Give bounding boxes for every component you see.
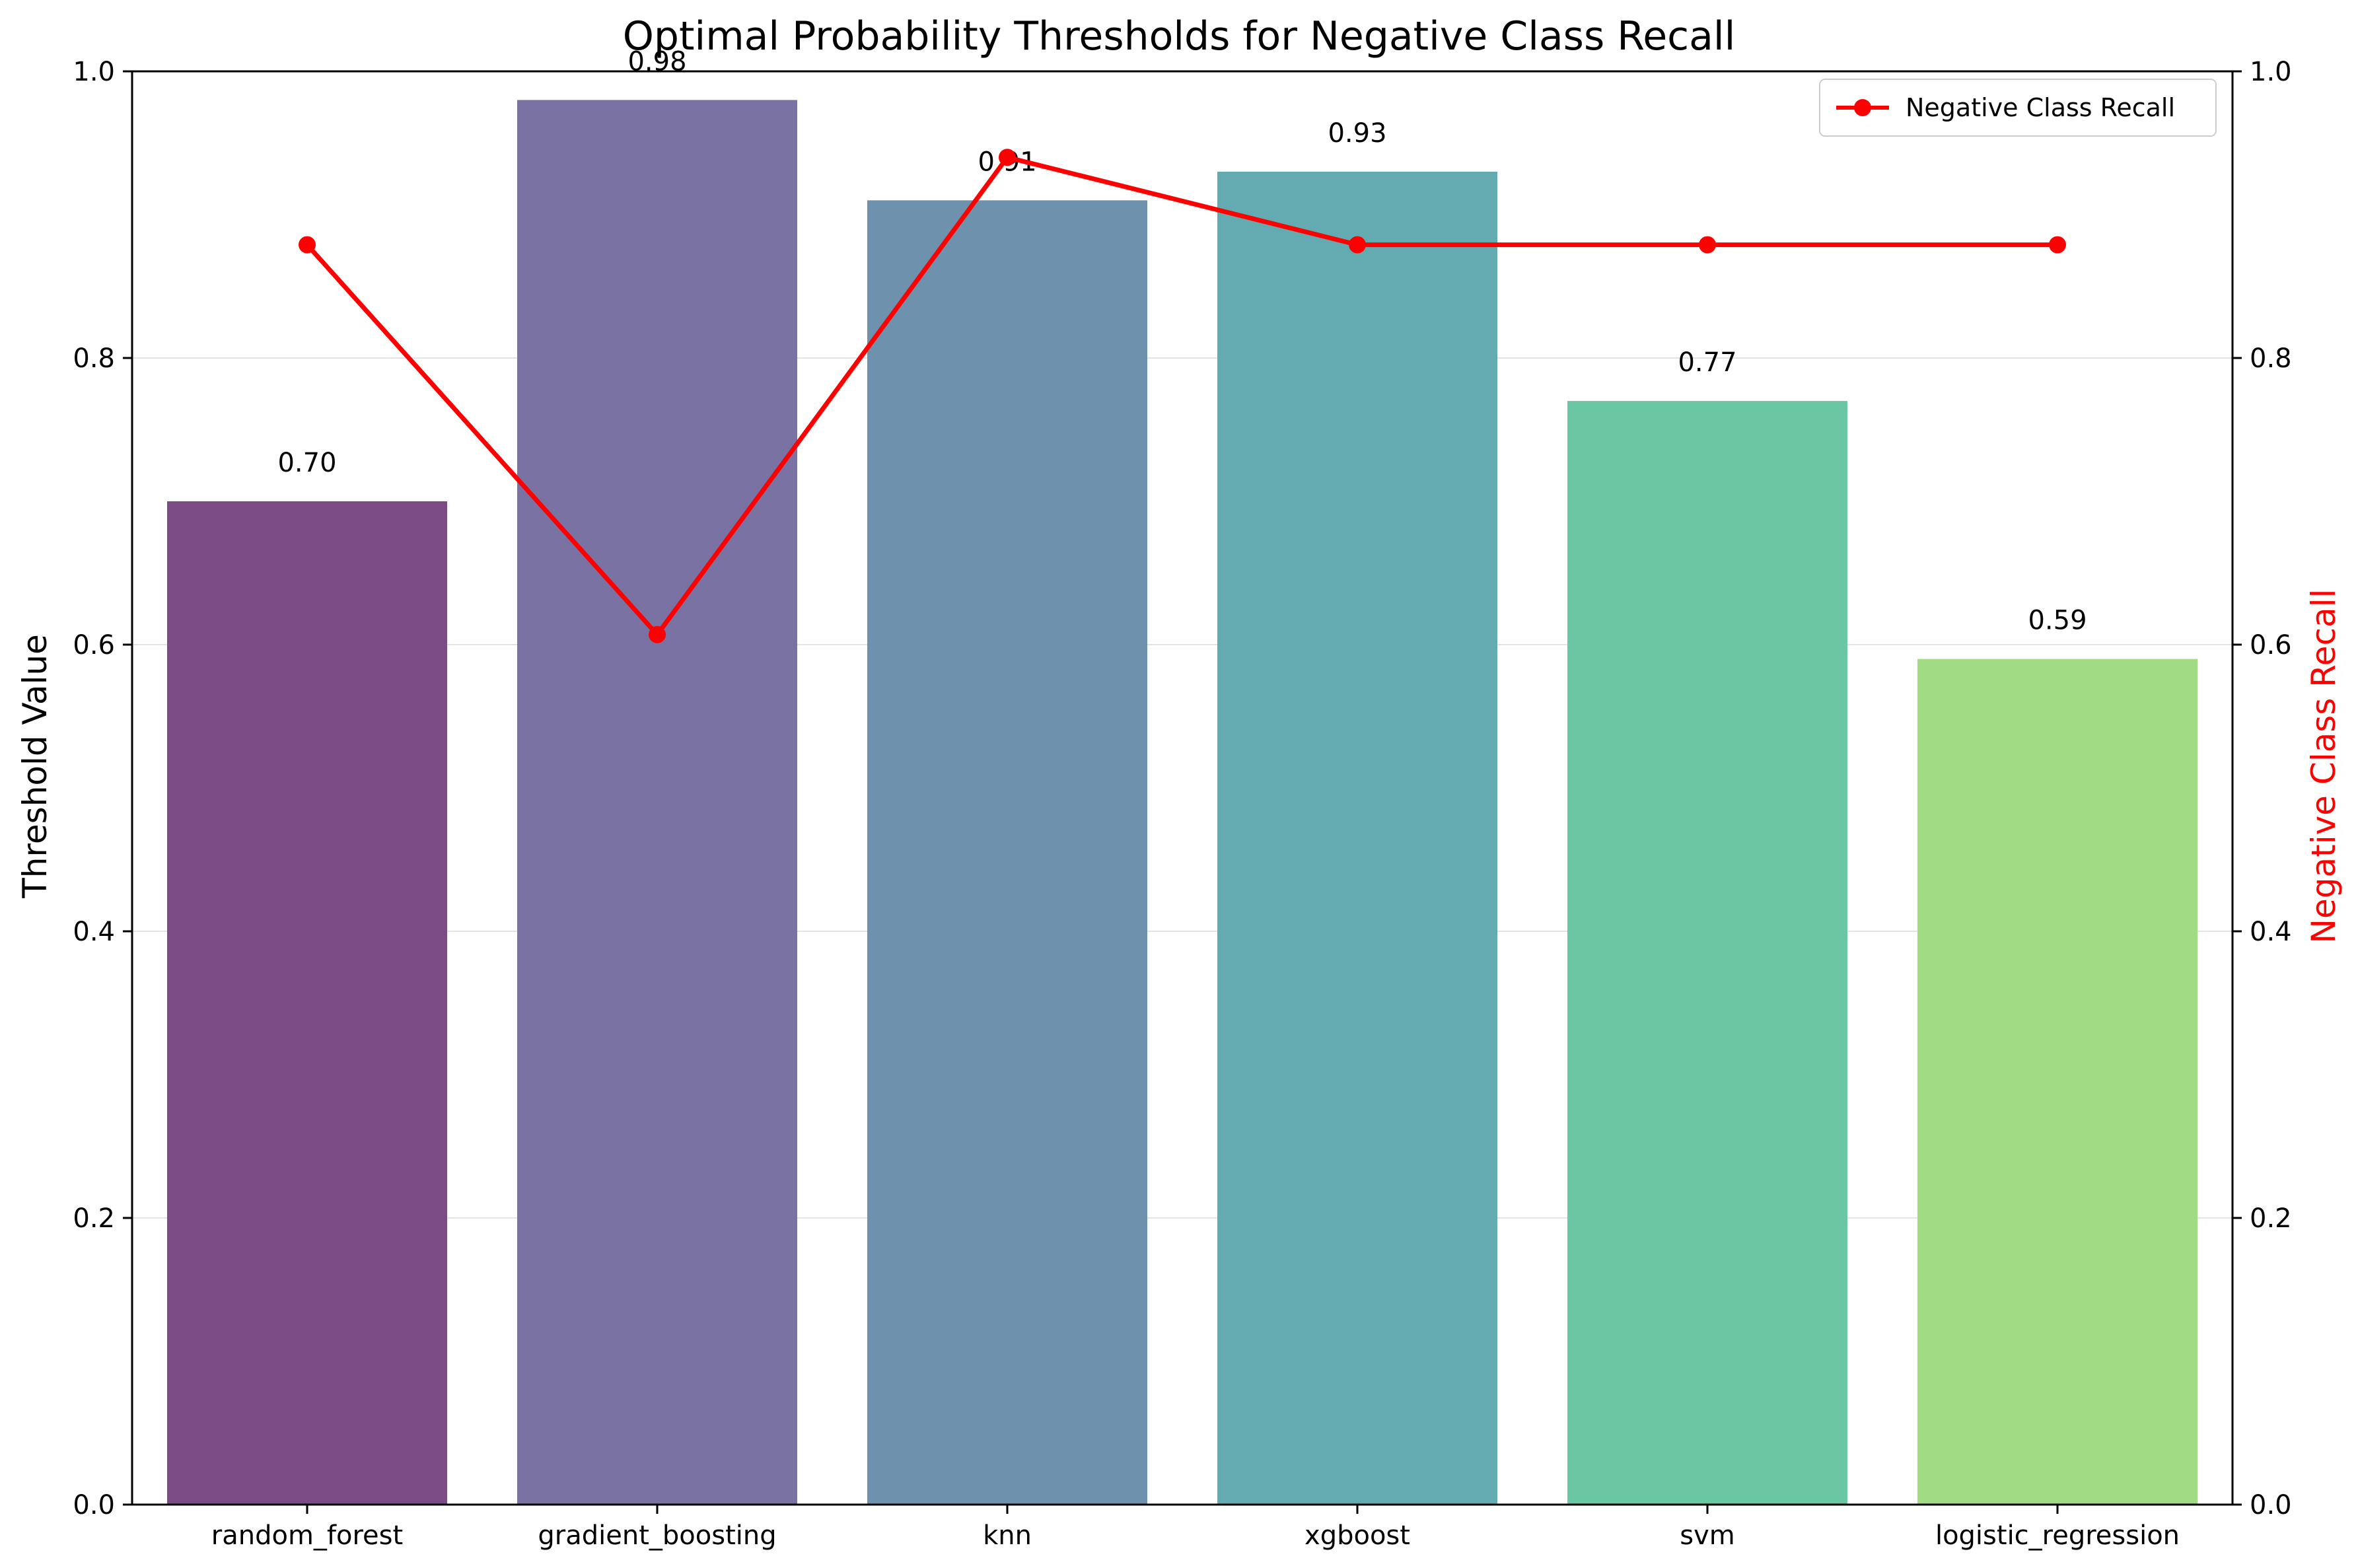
y-tick-label: 0.2 — [73, 1203, 115, 1234]
plot-frame — [131, 70, 2234, 1506]
recall-point-logistic_regression — [2049, 236, 2066, 254]
bar-logistic_regression — [1917, 659, 2197, 1505]
y-tick-label: 0.6 — [73, 630, 115, 660]
recall-series-line — [305, 155, 2057, 637]
x-ticks: random_forest gradient_boosting knn xgboost… — [211, 1505, 2180, 1551]
bar-value-label: 0.93 — [1328, 118, 1386, 149]
chart-title: Optimal Probability Thresholds for Negat… — [623, 13, 1736, 59]
legend: Negative Class Recall — [1819, 79, 2217, 137]
recall-point-svm — [1699, 236, 1716, 254]
x-tick-label: logistic_regression — [1935, 1520, 2180, 1551]
y2-tick-label: 0.8 — [2250, 343, 2292, 374]
y2-tick-label: 1.0 — [2250, 57, 2292, 87]
x-tick-label: xgboost — [1304, 1520, 1410, 1551]
y2-tick-label: 0.6 — [2250, 630, 2292, 660]
y-ticks-left: 0.0 0.2 0.4 0.6 0.8 1.0 — [73, 57, 132, 1520]
bar-gradient_boosting — [517, 100, 797, 1505]
bar-value-label: 0.59 — [2028, 606, 2087, 636]
recall-point-knn — [999, 149, 1016, 166]
recall-line — [299, 149, 2066, 643]
y2-axis-label: Negative Class Recall — [2304, 589, 2343, 944]
legend-marker-swatch — [1854, 99, 1871, 116]
x-tick-label: random_forest — [211, 1520, 403, 1551]
y-tick-label: 0.0 — [73, 1490, 115, 1520]
bar-xgboost — [1217, 171, 1497, 1505]
legend-label-recall: Negative Class Recall — [1906, 93, 2175, 122]
bar-svm — [1567, 401, 1847, 1505]
bar-value-label: 0.70 — [277, 448, 336, 478]
recall-point-gradient_boosting — [649, 625, 666, 643]
plot-border — [131, 70, 2234, 1506]
y-tick-label: 1.0 — [73, 57, 115, 87]
bar-knn — [867, 200, 1147, 1505]
y-tick-label: 0.8 — [73, 343, 115, 374]
y-ticks-right: 0.0 0.2 0.4 0.6 0.8 1.0 — [2233, 57, 2292, 1520]
y-tick-label: 0.4 — [73, 917, 115, 947]
bars — [167, 100, 2197, 1505]
x-tick-label: svm — [1680, 1520, 1734, 1551]
y2-tick-label: 0.4 — [2250, 917, 2292, 947]
x-tick-label: knn — [983, 1520, 1032, 1551]
y2-tick-label: 0.2 — [2250, 1203, 2292, 1234]
bar-value-label: 0.77 — [1678, 347, 1736, 378]
recall-point-xgboost — [1349, 236, 1366, 254]
y2-tick-label: 0.0 — [2250, 1490, 2292, 1520]
y-axis-label: Threshold Value — [16, 634, 54, 899]
recall-point-random_forest — [299, 236, 316, 254]
bar-random_forest — [167, 501, 447, 1505]
x-tick-label: gradient_boosting — [538, 1520, 776, 1551]
legend-box — [1819, 79, 2217, 137]
